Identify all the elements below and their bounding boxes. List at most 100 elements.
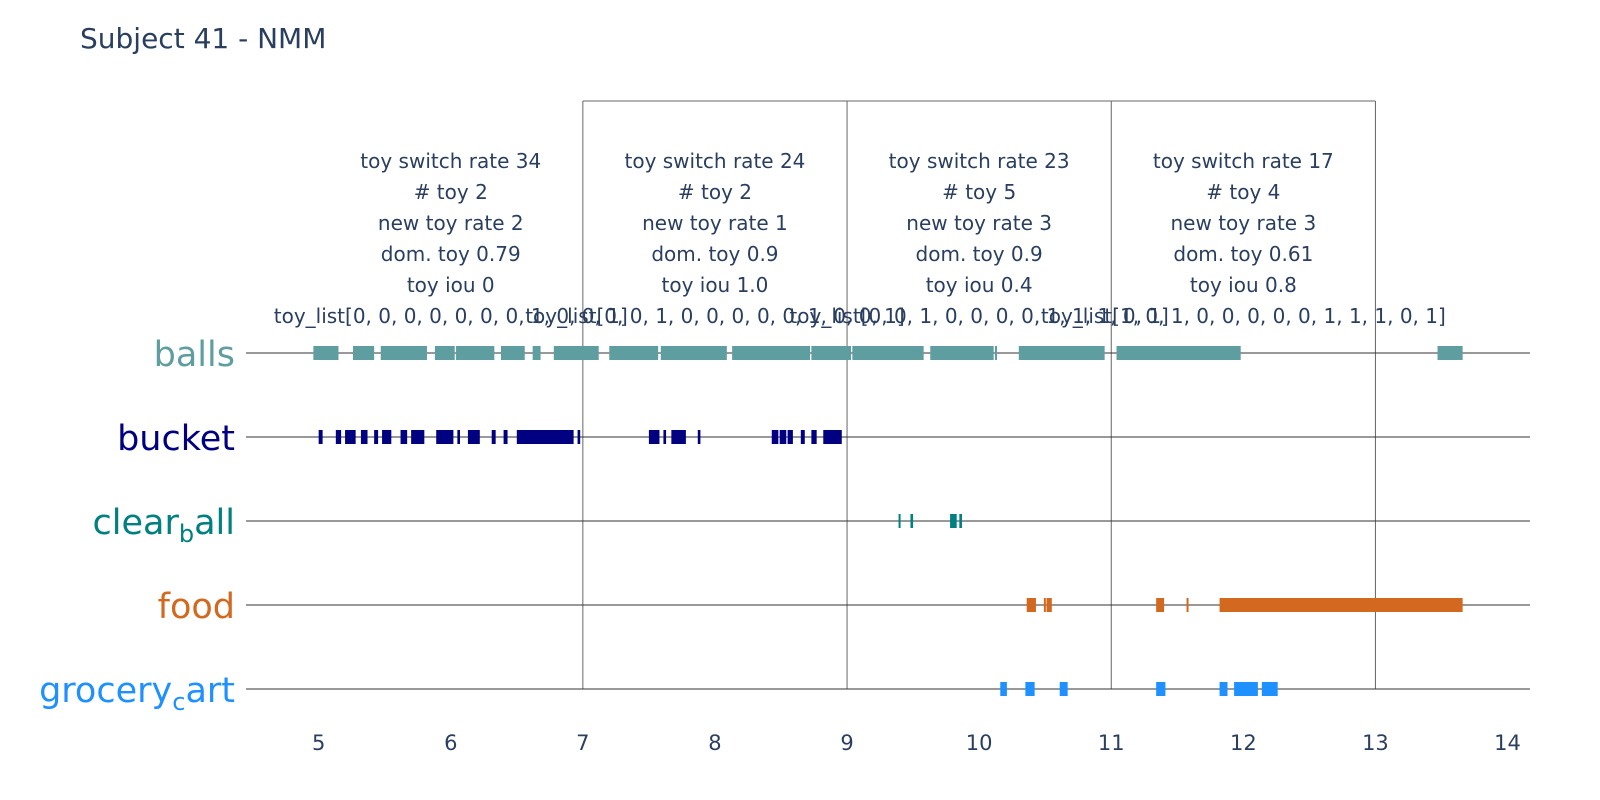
bucket-segment: [491, 430, 496, 444]
x-axis: 5 6 7 8 9 10 11 12 13 14: [312, 731, 1521, 755]
window-2-switch: toy switch rate 24: [624, 149, 805, 173]
clear-ball-segment: [898, 514, 901, 528]
bucket-segment: [436, 430, 454, 444]
balls-segment: [456, 346, 495, 360]
row-label-tail: all: [194, 503, 235, 543]
grocery-cart-segment: [1156, 682, 1166, 696]
window-2-list: toy_list[0, 0, 1, 0, 0, 0, 0, 0, 1, 0, 0…: [525, 304, 904, 328]
balls-segment: [532, 346, 541, 360]
x-tick-label: 8: [708, 731, 721, 755]
row-label-text: clear: [93, 503, 180, 543]
bucket-segment: [345, 430, 356, 444]
window-1-new: new toy rate 2: [378, 211, 524, 235]
balls-segment: [1018, 346, 1105, 360]
row-label-tail: art: [185, 671, 235, 711]
x-tick-label: 5: [312, 731, 325, 755]
x-tick-label: 13: [1362, 731, 1389, 755]
balls-segment: [1116, 346, 1241, 360]
bucket-segment: [697, 430, 701, 444]
window-2-count: # toy 2: [678, 180, 752, 204]
bucket-segment: [374, 430, 379, 444]
grocery-cart-segment: [1261, 682, 1278, 696]
row-label: balls: [154, 335, 235, 375]
bucket-segment: [411, 430, 425, 444]
food-segment: [1219, 598, 1463, 612]
balls-segment: [660, 346, 727, 360]
window-2-dom: dom. toy 0.9: [651, 242, 778, 266]
bucket-segment: [318, 430, 323, 444]
bucket-segment: [671, 430, 686, 444]
row-label-subscript: b: [179, 520, 194, 548]
row-label-text: balls: [154, 335, 235, 375]
balls-segment: [353, 346, 375, 360]
window-4-list: toy_list[1, 0, 1, 0, 0, 0, 0, 0, 1, 1, 1…: [1041, 304, 1446, 328]
balls-segment: [380, 346, 427, 360]
x-tick-label: 12: [1230, 731, 1257, 755]
balls-segment: [313, 346, 339, 360]
bucket-segment: [779, 430, 787, 444]
window-4-count: # toy 4: [1206, 180, 1280, 204]
bucket-segment: [811, 430, 817, 444]
clear-ball-segment: [910, 514, 914, 528]
window-3-list: toy_list[0, 0, 1, 0, 0, 0, 0, 1, 1, 1, 0…: [789, 304, 1168, 328]
bucket-segment: [516, 430, 574, 444]
window-3-count: # toy 5: [942, 180, 1016, 204]
clear-ball-segment: [950, 514, 957, 528]
x-tick-label: 10: [966, 731, 993, 755]
x-tick-label: 9: [840, 731, 853, 755]
row-label: bucket: [117, 419, 235, 459]
x-tick-label: 11: [1098, 731, 1125, 755]
window-1-dom: dom. toy 0.79: [381, 242, 521, 266]
bucket-segment: [823, 430, 842, 444]
grocery-cart-segment: [1000, 682, 1007, 696]
grocery-cart-segment: [1059, 682, 1068, 696]
window-4-dom: dom. toy 0.61: [1173, 242, 1313, 266]
bucket-segment: [577, 430, 581, 444]
balls-segment: [732, 346, 811, 360]
bucket-segment: [787, 430, 793, 444]
bucket-segment: [467, 430, 480, 444]
segments: [313, 346, 1463, 696]
food-segment: [1026, 598, 1036, 612]
grocery-cart-segment: [1234, 682, 1258, 696]
bucket-segment: [648, 430, 660, 444]
bucket-segment: [800, 430, 805, 444]
balls-segment: [553, 346, 599, 360]
x-tick-label: 7: [576, 731, 589, 755]
balls-segment: [811, 346, 852, 360]
bucket-segment: [360, 430, 368, 444]
balls-segment: [500, 346, 525, 360]
window-3-dom: dom. toy 0.9: [916, 242, 1043, 266]
bucket-segment: [663, 430, 667, 444]
window-2-new: new toy rate 1: [642, 211, 788, 235]
bucket-segment: [400, 430, 408, 444]
balls-segment: [434, 346, 455, 360]
food-segment: [1046, 598, 1052, 612]
bucket-segment: [457, 430, 460, 444]
row-label: food: [158, 587, 235, 627]
x-tick-label: 14: [1494, 731, 1521, 755]
chart-title: Subject 41 - NMM: [80, 22, 326, 55]
grocery-cart-segment: [1219, 682, 1228, 696]
row-label-text: food: [158, 587, 235, 627]
window-annotations: toy switch rate 34 # toy 2 new toy rate 2 d…: [274, 149, 1446, 328]
grocery-cart-segment: [1025, 682, 1035, 696]
bucket-segment: [335, 430, 342, 444]
window-1-list: toy_list[0, 0, 0, 0, 0, 0, 0, 1, 0, 0, 1…: [274, 304, 628, 328]
row-label-text: bucket: [117, 419, 235, 459]
balls-segment: [609, 346, 659, 360]
window-3-new: new toy rate 3: [906, 211, 1052, 235]
row-label-subscript: c: [172, 688, 185, 716]
balls-segment: [930, 346, 994, 360]
balls-segment: [1437, 346, 1463, 360]
row-label-text: grocery: [39, 671, 172, 711]
window-4-switch: toy switch rate 17: [1153, 149, 1334, 173]
bucket-segment: [771, 430, 779, 444]
balls-segment: [852, 346, 924, 360]
window-3-iou: toy iou 0.4: [926, 273, 1033, 297]
x-tick-label: 6: [444, 731, 457, 755]
window-1-iou: toy iou 0: [407, 273, 495, 297]
food-segment: [1043, 598, 1046, 612]
food-segment: [1186, 598, 1189, 612]
